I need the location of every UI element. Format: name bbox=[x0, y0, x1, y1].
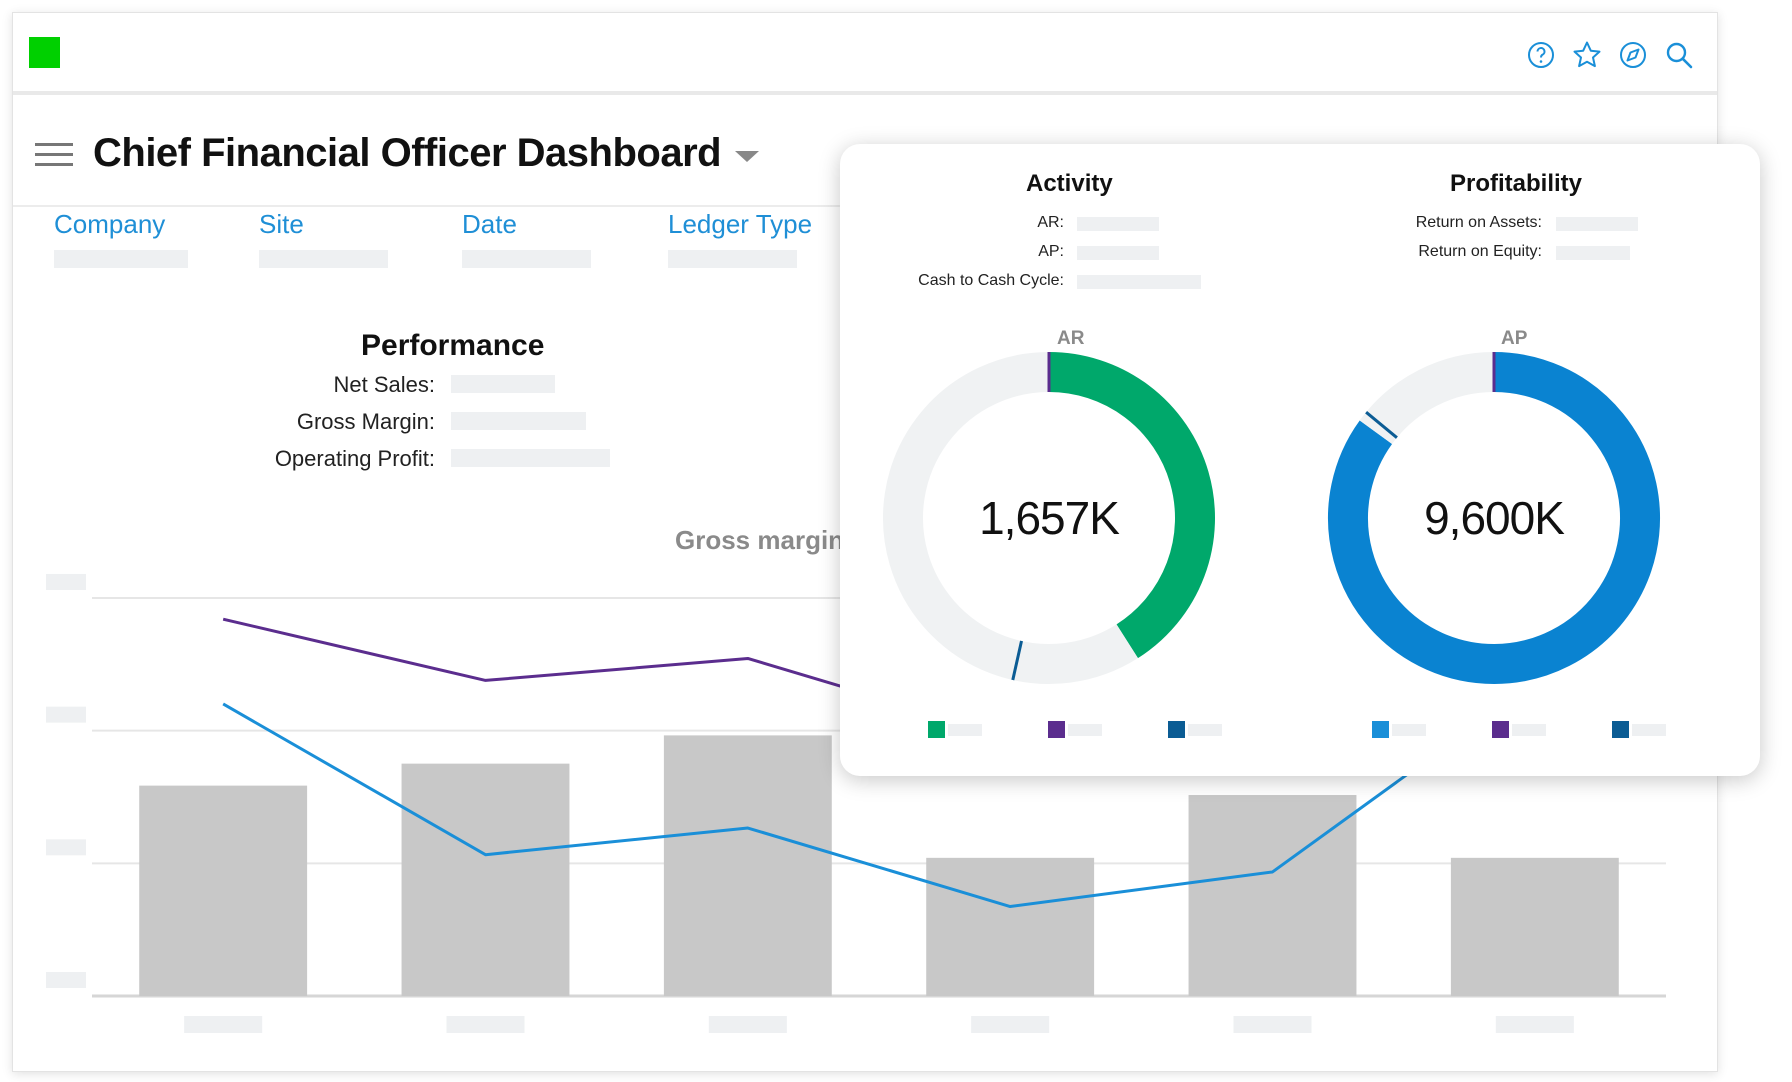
x-tick-label-placeholder bbox=[446, 1016, 525, 1033]
legend-label-placeholder bbox=[1632, 724, 1666, 736]
y-tick-label-placeholder bbox=[46, 706, 86, 723]
legend-label-placeholder bbox=[948, 724, 982, 736]
line-series-2[interactable] bbox=[222, 680, 1536, 909]
ap-donut-title: AP bbox=[1501, 328, 1528, 349]
toolbar-icons bbox=[1525, 39, 1695, 71]
return-on-equity-label: Return on Equity: bbox=[1418, 243, 1542, 260]
dashboard-dropdown-icon[interactable] bbox=[735, 151, 759, 162]
ap-center-value: 9,600K bbox=[1424, 492, 1565, 544]
ar-donut: 1,657K bbox=[879, 348, 1219, 688]
y-tick-label-placeholder bbox=[46, 972, 86, 988]
cash-cycle-label: Cash to Cash Cycle: bbox=[918, 272, 1064, 289]
legend-label-placeholder bbox=[1068, 724, 1102, 736]
filter-label: Company bbox=[54, 209, 166, 239]
filter-value-placeholder bbox=[259, 250, 388, 268]
bar[interactable] bbox=[926, 857, 1095, 996]
legend-label-placeholder bbox=[1392, 724, 1426, 736]
net-sales-value-placeholder bbox=[451, 375, 555, 393]
filter-company[interactable]: Company bbox=[54, 209, 188, 268]
activity-ar-label: AR: bbox=[1037, 214, 1064, 231]
y-tick-label-placeholder bbox=[46, 573, 86, 590]
profitability-title: Profitability bbox=[1450, 170, 1583, 197]
x-tick-label-placeholder bbox=[1495, 1016, 1574, 1033]
top-bar bbox=[13, 13, 1717, 95]
donut-segment[interactable] bbox=[883, 352, 1138, 684]
donut-marker bbox=[1365, 411, 1398, 439]
ar-center-value: 1,657K bbox=[979, 492, 1120, 544]
bar[interactable] bbox=[139, 785, 308, 996]
x-tick-label-placeholder bbox=[184, 1016, 263, 1033]
cash-cycle-value-placeholder bbox=[1077, 275, 1201, 289]
donut-segment[interactable] bbox=[1328, 352, 1660, 684]
net-sales-label: Net Sales: bbox=[333, 372, 436, 397]
gross-margin-value-placeholder bbox=[451, 412, 586, 430]
x-tick-label-placeholder bbox=[708, 1016, 787, 1033]
ar-donut-chart bbox=[883, 352, 1215, 684]
x-tick-label-placeholder bbox=[971, 1016, 1050, 1033]
donut-segment[interactable] bbox=[1048, 352, 1215, 659]
x-tick-label-placeholder bbox=[1233, 1016, 1312, 1033]
star-icon[interactable] bbox=[1571, 39, 1603, 71]
legend-swatch[interactable] bbox=[1168, 721, 1185, 738]
help-icon[interactable] bbox=[1525, 39, 1557, 71]
bar[interactable] bbox=[1188, 795, 1357, 996]
ap-donut-chart bbox=[1328, 352, 1660, 684]
legend-swatch[interactable] bbox=[1372, 721, 1389, 738]
ar-donut-title: AR bbox=[1057, 328, 1085, 349]
operating-profit-value-placeholder bbox=[451, 449, 610, 467]
filter-label: Ledger Type bbox=[668, 209, 813, 239]
filter-date[interactable]: Date bbox=[462, 209, 591, 268]
ap-donut: 9,600K bbox=[1324, 348, 1664, 688]
activity-ap-value-placeholder bbox=[1077, 246, 1159, 260]
y-tick-label-placeholder bbox=[46, 839, 86, 856]
activity-ap-label: AP: bbox=[1038, 243, 1064, 260]
filter-ledger-type[interactable]: Ledger Type bbox=[668, 209, 812, 268]
legend-swatch[interactable] bbox=[1048, 721, 1065, 738]
legend-swatch[interactable] bbox=[1492, 721, 1509, 738]
gross-margin-label: Gross Margin: bbox=[296, 409, 435, 434]
financial-summary-popup: Activity AR: AP: Cash to Cash Cycle: Pro… bbox=[840, 144, 1760, 776]
activity-ar-value-placeholder bbox=[1077, 217, 1159, 231]
filter-value-placeholder bbox=[54, 250, 188, 268]
bar[interactable] bbox=[663, 735, 832, 996]
bar[interactable] bbox=[1450, 857, 1619, 996]
activity-title: Activity bbox=[1026, 170, 1113, 197]
legend-swatch[interactable] bbox=[928, 721, 945, 738]
return-on-assets-label: Return on Assets: bbox=[1415, 214, 1542, 231]
filter-value-placeholder bbox=[668, 250, 797, 268]
return-on-equity-value-placeholder bbox=[1556, 246, 1630, 260]
filter-value-placeholder bbox=[462, 250, 591, 268]
return-on-assets-value-placeholder bbox=[1556, 217, 1638, 231]
search-icon[interactable] bbox=[1663, 39, 1695, 71]
performance-title: Performance bbox=[361, 329, 545, 362]
hamburger-menu-icon[interactable] bbox=[35, 143, 73, 167]
legend-label-placeholder bbox=[1188, 724, 1222, 736]
bar[interactable] bbox=[401, 763, 570, 996]
donut-segment[interactable] bbox=[1359, 352, 1495, 445]
operating-profit-label: Operating Profit: bbox=[274, 446, 435, 471]
filter-label: Site bbox=[259, 209, 304, 239]
donut-marker bbox=[1011, 640, 1023, 681]
page-title: Chief Financial Officer Dashboard bbox=[93, 131, 722, 175]
gross-margin-chart-title: Gross margin bbox=[675, 525, 845, 555]
legend-label-placeholder bbox=[1512, 724, 1546, 736]
filter-label: Date bbox=[462, 209, 517, 239]
compass-icon[interactable] bbox=[1617, 39, 1649, 71]
legend-swatch[interactable] bbox=[1612, 721, 1629, 738]
brand-logo[interactable] bbox=[29, 37, 60, 68]
filter-site[interactable]: Site bbox=[259, 209, 388, 268]
